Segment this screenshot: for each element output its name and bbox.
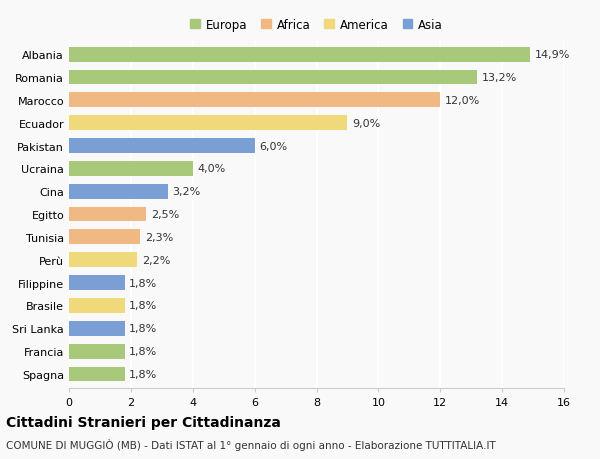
Bar [69,344,125,359]
Text: Cittadini Stranieri per Cittadinanza: Cittadini Stranieri per Cittadinanza [6,415,281,429]
Text: 1,8%: 1,8% [130,369,158,379]
Bar [69,275,125,291]
Bar [69,139,254,154]
Bar [69,93,440,108]
Bar [69,253,137,268]
Bar [69,70,478,85]
Text: 14,9%: 14,9% [535,50,570,60]
Bar [69,298,125,313]
Text: 13,2%: 13,2% [482,73,517,83]
Text: 1,8%: 1,8% [130,278,158,288]
Bar [69,367,125,381]
Bar [69,162,193,176]
Bar [69,230,140,245]
Text: 1,8%: 1,8% [130,347,158,356]
Text: 1,8%: 1,8% [130,301,158,311]
Bar [69,48,530,62]
Text: COMUNE DI MUGGIÒ (MB) - Dati ISTAT al 1° gennaio di ogni anno - Elaborazione TUT: COMUNE DI MUGGIÒ (MB) - Dati ISTAT al 1°… [6,438,496,450]
Text: 1,8%: 1,8% [130,324,158,334]
Bar [69,116,347,131]
Text: 9,0%: 9,0% [352,118,380,129]
Legend: Europa, Africa, America, Asia: Europa, Africa, America, Asia [190,19,443,32]
Text: 12,0%: 12,0% [445,95,480,106]
Text: 3,2%: 3,2% [173,187,201,197]
Bar [69,207,146,222]
Text: 2,2%: 2,2% [142,255,170,265]
Bar [69,185,168,199]
Text: 4,0%: 4,0% [197,164,226,174]
Text: 2,5%: 2,5% [151,210,179,219]
Text: 2,3%: 2,3% [145,232,173,242]
Bar [69,321,125,336]
Text: 6,0%: 6,0% [259,141,287,151]
